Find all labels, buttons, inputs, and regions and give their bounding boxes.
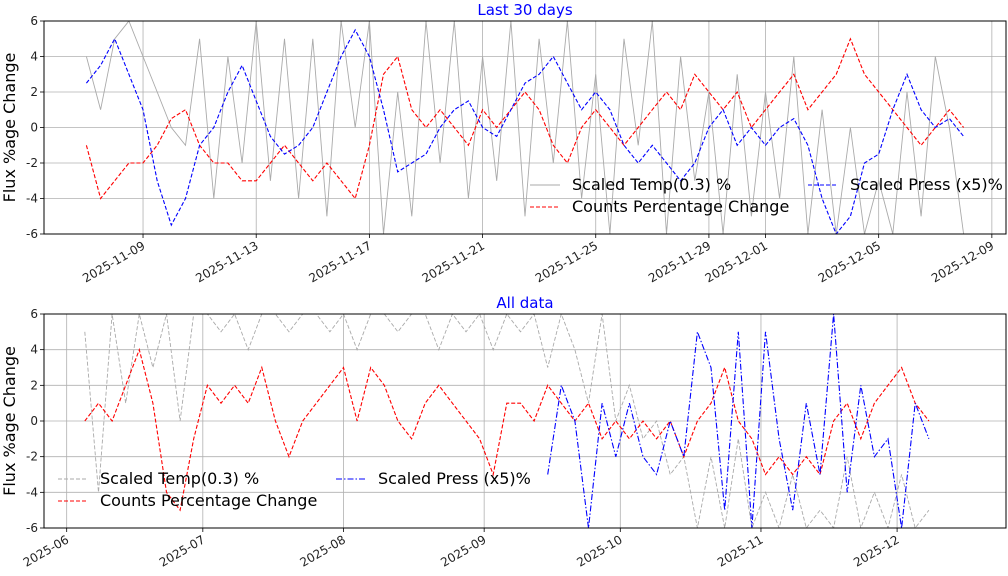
- legend-label: Scaled Press (x5)%: [378, 469, 531, 488]
- x-tick-label: 2025-08: [298, 532, 348, 569]
- series-line-counts-percentage-change: [85, 37, 965, 200]
- y-tick-label: 6: [30, 14, 38, 28]
- series-line-scaled-temp-0-3-: [84, 314, 930, 528]
- chart-title: All data: [496, 294, 553, 312]
- y-axis-label: Flux %age Change: [0, 53, 19, 203]
- y-tick-label: -4: [26, 485, 38, 499]
- y-tick-label: 4: [30, 50, 38, 64]
- y-tick-label: 2: [30, 85, 38, 99]
- x-tick-label: 2025-12-01: [703, 238, 770, 285]
- y-tick-label: -2: [26, 156, 38, 170]
- y-tick-label: 4: [30, 343, 38, 357]
- x-tick-label: 2025-10: [574, 532, 624, 569]
- x-tick-label: 2025-11-13: [193, 238, 260, 285]
- legend-label: Scaled Temp(0.3) %: [572, 175, 731, 194]
- y-tick-label: -6: [26, 521, 38, 535]
- series-group: [85, 21, 965, 234]
- chart-title: Last 30 days: [477, 1, 572, 19]
- series-group: [84, 314, 930, 528]
- legend-label: Counts Percentage Change: [100, 491, 317, 510]
- series-line-counts-percentage-change: [84, 347, 930, 512]
- y-axis-label: Flux %age Change: [0, 346, 19, 496]
- legend-label: Counts Percentage Change: [572, 197, 789, 216]
- x-tick-label: 2025-09: [438, 532, 488, 569]
- y-tick-label: -6: [26, 227, 38, 241]
- x-tick-label: 2025-12: [851, 532, 901, 569]
- axes-frame: [43, 20, 1007, 235]
- y-tick-label: 0: [30, 414, 38, 428]
- x-tick-label: 2025-12-05: [816, 238, 883, 285]
- chart-panel-0: -6 -4 -2 0 2 4 6 2025-11-09 2025-11-13 2025-11-17…: [0, 1, 1007, 285]
- y-tick-label: -4: [26, 192, 38, 206]
- axes-frame: [43, 313, 1007, 529]
- series-line-scaled-temp-0-3-: [85, 21, 965, 234]
- legend: Scaled Temp(0.3) % Counts Percentage Chan…: [58, 469, 531, 510]
- y-tick-label: -2: [26, 450, 38, 464]
- x-tick-label: 2025-11-09: [80, 238, 147, 285]
- legend: Scaled Temp(0.3) % Counts Percentage Chan…: [530, 175, 1003, 216]
- chart-panel-1: -6 -4 -2 0 2 4 6 2025-06 2025-07 2025-08 2025-09 20…: [0, 294, 1007, 570]
- x-tick-label: 2025-11-21: [420, 238, 487, 285]
- x-tick-label: 2025-12-09: [929, 238, 996, 285]
- x-tick-label: 2025-11: [715, 532, 765, 569]
- x-tick-label: 2025-06: [21, 532, 71, 569]
- x-tick-label: 2025-07: [157, 532, 207, 569]
- x-tick-label: 2025-11-29: [646, 238, 713, 285]
- y-tick-label: 2: [30, 378, 38, 392]
- y-tick-label: 0: [30, 121, 38, 135]
- series-line-scaled-press-x5-: [85, 28, 965, 234]
- legend-label: Scaled Press (x5)%: [850, 175, 1003, 194]
- x-tick-label: 2025-11-17: [306, 238, 373, 285]
- series-line-scaled-press-x5-: [547, 314, 930, 528]
- legend-label: Scaled Temp(0.3) %: [100, 469, 259, 488]
- x-tick-label: 2025-11-25: [533, 238, 600, 285]
- y-tick-label: 6: [30, 307, 38, 321]
